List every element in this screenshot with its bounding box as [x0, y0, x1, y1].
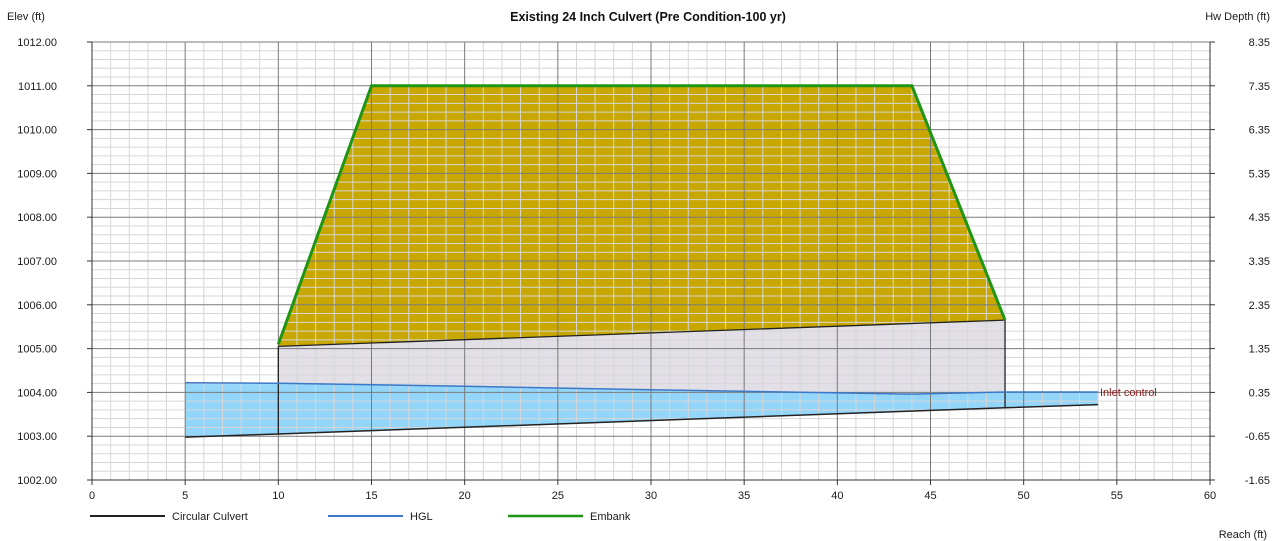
- y-tick-label: 1004.00: [17, 387, 57, 399]
- y2-tick-label: 4.35: [1249, 212, 1270, 224]
- x-tick-label: 40: [831, 490, 843, 502]
- x-tick-label: 10: [272, 490, 284, 502]
- y-tick-label: 1005.00: [17, 344, 57, 356]
- x-tick-label: 50: [1018, 490, 1030, 502]
- y2-tick-label: 5.35: [1249, 168, 1270, 180]
- legend-label-circular-culvert: Circular Culvert: [172, 511, 248, 523]
- x-tick-label: 5: [182, 490, 188, 502]
- culvert-crown-line: [278, 319, 1006, 348]
- series-layer: [185, 84, 1099, 438]
- x-tick-label: 30: [645, 490, 657, 502]
- y-tick-label: 1006.00: [17, 300, 57, 312]
- legend: Circular Culvert HGL Embank: [90, 511, 631, 523]
- y2-tick-label: 1.35: [1249, 344, 1270, 356]
- culvert-invert-line: [185, 403, 1099, 438]
- x-axis-label: Reach (ft): [1219, 529, 1267, 541]
- x-tick-label: 35: [738, 490, 750, 502]
- x-tick-label: 55: [1111, 490, 1123, 502]
- y2-tick-label: 8.35: [1249, 37, 1270, 49]
- y2-tick-label: 2.35: [1249, 300, 1270, 312]
- y-tick-label: 1012.00: [17, 37, 57, 49]
- x-tick-label: 15: [365, 490, 377, 502]
- y-tick-label: 1003.00: [17, 431, 57, 443]
- embankment-area: [278, 85, 1006, 347]
- x-tick-label: 25: [552, 490, 564, 502]
- y2-tick-label: -0.65: [1245, 431, 1270, 443]
- y-axis-label: Elev (ft): [7, 11, 45, 23]
- embank-line: [276, 84, 1007, 345]
- x-tick-label: 20: [459, 490, 471, 502]
- y2-tick-label: 7.35: [1249, 81, 1270, 93]
- y2-tick-label: 6.35: [1249, 125, 1270, 137]
- x-tick-label: 60: [1204, 490, 1216, 502]
- y-tick-label: 1011.00: [18, 81, 57, 93]
- x-tick-label: 0: [89, 490, 95, 502]
- legend-label-hgl: HGL: [410, 511, 433, 523]
- y-tick-label: 1002.00: [17, 475, 57, 487]
- axes-layer: 1002.001003.001004.001005.001006.001007.…: [17, 37, 1270, 502]
- hgl-line: [185, 382, 1099, 395]
- y-tick-label: 1010.00: [17, 125, 57, 137]
- y-tick-label: 1007.00: [17, 256, 57, 268]
- inlet-control-annotation: Inlet control: [1100, 387, 1157, 399]
- x-tick-label: 45: [924, 490, 936, 502]
- y-tick-label: 1008.00: [17, 212, 57, 224]
- y-tick-label: 1009.00: [17, 168, 57, 180]
- y2-tick-label: 3.35: [1249, 256, 1270, 268]
- chart-title: Existing 24 Inch Culvert (Pre Condition-…: [510, 10, 786, 24]
- grid-layer: [91, 41, 1211, 481]
- y2-tick-label: -1.65: [1245, 475, 1270, 487]
- y2-tick-label: 0.35: [1249, 387, 1270, 399]
- y2-axis-label: Hw Depth (ft): [1205, 11, 1270, 23]
- legend-label-embank: Embank: [590, 511, 631, 523]
